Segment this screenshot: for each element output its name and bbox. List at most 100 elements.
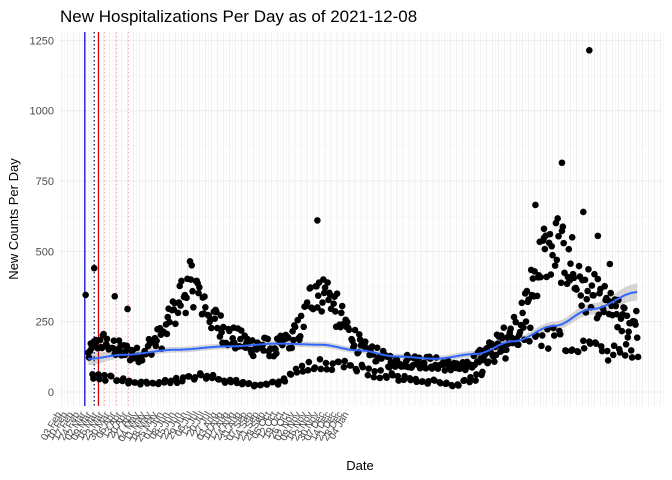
data-point xyxy=(479,368,486,376)
data-point xyxy=(577,292,585,299)
data-point xyxy=(627,347,635,354)
y-tick-label: 1000 xyxy=(30,106,54,118)
data-point xyxy=(422,364,430,372)
data-point xyxy=(275,378,283,385)
data-point xyxy=(291,323,299,331)
y-tick-label: 0 xyxy=(48,387,54,399)
data-point xyxy=(202,303,209,311)
data-point xyxy=(544,345,552,352)
data-point xyxy=(526,338,533,345)
data-point xyxy=(197,371,205,379)
data-point xyxy=(196,284,203,291)
data-point xyxy=(612,302,620,310)
data-point xyxy=(628,354,636,361)
data-point xyxy=(208,324,215,332)
data-point xyxy=(137,378,145,386)
data-point xyxy=(485,358,492,365)
data-point xyxy=(573,286,580,293)
data-point xyxy=(98,344,106,352)
data-point xyxy=(167,377,175,385)
data-point xyxy=(338,302,346,310)
data-point xyxy=(529,275,537,282)
data-point xyxy=(332,308,339,315)
data-point xyxy=(633,334,641,341)
data-point-outlier xyxy=(124,305,131,313)
data-point xyxy=(500,324,508,331)
data-point xyxy=(319,299,326,306)
data-point xyxy=(523,287,531,295)
data-point xyxy=(102,377,109,384)
data-point xyxy=(88,344,95,352)
data-point xyxy=(317,365,325,373)
data-point xyxy=(185,373,193,380)
data-point xyxy=(328,366,336,374)
data-point xyxy=(203,372,211,380)
data-point xyxy=(594,275,602,283)
data-point xyxy=(173,379,181,387)
data-point xyxy=(116,347,124,354)
data-point xyxy=(553,256,561,264)
data-point xyxy=(624,334,632,341)
data-point xyxy=(461,376,468,384)
data-point xyxy=(338,309,345,317)
data-point xyxy=(285,334,292,342)
data-point xyxy=(518,299,526,307)
data-point xyxy=(90,375,97,382)
data-point xyxy=(335,358,343,366)
data-point xyxy=(371,367,378,375)
data-point xyxy=(188,261,195,269)
data-point xyxy=(251,381,259,389)
data-point xyxy=(491,358,498,365)
data-point xyxy=(395,377,402,384)
data-point xyxy=(163,330,171,338)
data-point xyxy=(217,312,225,319)
data-point-outlier xyxy=(314,217,321,224)
data-point xyxy=(515,341,522,349)
data-point-outlier xyxy=(540,225,548,233)
data-point xyxy=(314,292,322,300)
data-point xyxy=(476,346,484,354)
data-point xyxy=(287,371,295,378)
data-point xyxy=(260,347,267,354)
data-point xyxy=(333,290,341,297)
y-axis: 0 250 500 750 1000 1250 xyxy=(30,35,54,399)
data-point xyxy=(249,352,257,360)
data-point xyxy=(215,376,223,383)
data-point xyxy=(578,302,585,310)
data-point xyxy=(525,296,532,303)
data-point xyxy=(586,340,594,347)
points-layer xyxy=(82,46,642,390)
data-point xyxy=(449,382,456,390)
data-point xyxy=(211,315,219,322)
data-point xyxy=(502,355,509,362)
data-point xyxy=(467,373,474,381)
data-point xyxy=(304,366,312,374)
data-point xyxy=(498,334,506,342)
data-point xyxy=(618,327,626,335)
data-point xyxy=(153,337,160,345)
data-point xyxy=(321,284,329,291)
data-point xyxy=(519,309,526,317)
data-point xyxy=(110,337,118,345)
y-tick-label: 250 xyxy=(36,317,54,329)
data-point xyxy=(293,369,301,376)
data-point xyxy=(613,310,620,318)
data-point xyxy=(296,332,304,340)
y-tick-label: 1250 xyxy=(30,35,54,47)
data-point xyxy=(149,379,157,387)
data-point xyxy=(133,344,141,352)
data-point xyxy=(559,223,567,231)
data-point xyxy=(201,293,208,300)
data-point xyxy=(174,309,182,317)
data-point xyxy=(359,363,367,371)
data-point xyxy=(527,324,534,332)
data-point xyxy=(383,374,390,381)
data-point xyxy=(616,349,624,356)
data-point-outlier xyxy=(82,291,89,299)
data-point xyxy=(623,312,631,320)
x-axis-title: Date xyxy=(346,458,373,473)
data-point xyxy=(389,371,396,379)
data-point xyxy=(595,311,603,319)
data-point xyxy=(570,274,578,282)
data-point xyxy=(554,215,561,222)
